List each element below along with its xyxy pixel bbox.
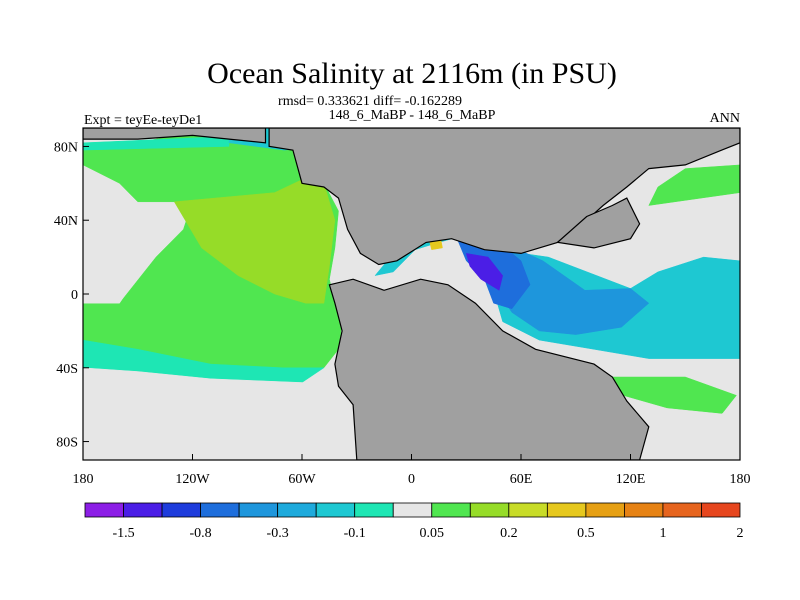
salinity-region-eastern-pacific-nochange [83, 205, 157, 304]
experiment-label: Expt = teyEe-teyDe1 [84, 113, 202, 128]
colorbar-swatch [662, 502, 702, 518]
colorbar-swatch [315, 502, 356, 518]
colorbar-tick-label: 0.2 [500, 526, 518, 541]
colorbar-swatch [354, 502, 394, 518]
colorbar-tick-label: 0.5 [577, 526, 595, 541]
colorbar: -1.5 -0.8 -0.3 -0.1 0.05 0.2 0.5 1 2 [84, 502, 744, 541]
colorbar-swatch [238, 502, 279, 518]
x-tick-label: 120W [175, 472, 210, 487]
colorbar-swatch [84, 502, 124, 518]
colorbar-swatch [701, 502, 741, 518]
y-tick-label: 0 [71, 288, 78, 303]
y-tick-label: 80S [56, 436, 78, 451]
x-tick-label: 60E [510, 472, 533, 487]
land-southern-continent [328, 278, 650, 460]
colorbar-tick-label: -0.3 [267, 526, 289, 541]
colorbar-swatch [508, 502, 548, 518]
colorbar-swatch [624, 502, 664, 518]
land-north-continent [268, 128, 740, 266]
x-axis: 180 120W 60W 0 60E 120E 180 [73, 454, 751, 487]
x-tick-label: 120E [616, 472, 646, 487]
colorbar-tick-label: -0.1 [344, 526, 366, 541]
y-axis: 80N 40N 0 40S 80S [54, 140, 89, 451]
salinity-region-central-atlantic-yellowgreen [173, 179, 336, 304]
salinity-region-eastern-tethys-green [648, 164, 740, 206]
colorbar-swatch [546, 502, 587, 518]
colorbar-tick-label: 0.05 [420, 526, 445, 541]
chart-title: Ocean Salinity at 2116m (in PSU) [207, 57, 617, 90]
land-north-america-west [83, 128, 267, 144]
y-tick-label: 80N [54, 140, 78, 155]
land-asia-east [556, 197, 641, 249]
x-tick-label: 180 [730, 472, 751, 487]
colorbar-swatch [585, 502, 625, 518]
colorbar-swatch [392, 502, 433, 518]
colorbar-tick-label: -0.8 [190, 526, 212, 541]
y-tick-label: 40S [56, 362, 78, 377]
colorbar-swatch [200, 502, 240, 518]
colorbar-tick-label: -1.5 [112, 526, 134, 541]
colorbar-tick-label: 1 [659, 526, 666, 541]
season-label: ANN [710, 111, 740, 126]
colorbar-swatch [277, 502, 317, 518]
salinity-region-tethys-dark-blue [465, 253, 503, 291]
x-tick-label: 180 [73, 472, 94, 487]
colorbar-swatch [123, 502, 163, 518]
colorbar-tick-label: 2 [737, 526, 744, 541]
x-tick-label: 0 [408, 472, 415, 487]
stats-label: rmsd= 0.333621 diff= -0.162289 [278, 94, 462, 109]
colorbar-swatch [161, 502, 201, 518]
colorbar-swatch [469, 502, 510, 518]
map-plot-area [83, 128, 740, 460]
x-tick-label: 60W [288, 472, 316, 487]
y-tick-label: 40N [54, 214, 78, 229]
period-label: 148_6_MaBP - 148_6_MaBP [329, 108, 496, 123]
colorbar-swatch [431, 502, 471, 518]
